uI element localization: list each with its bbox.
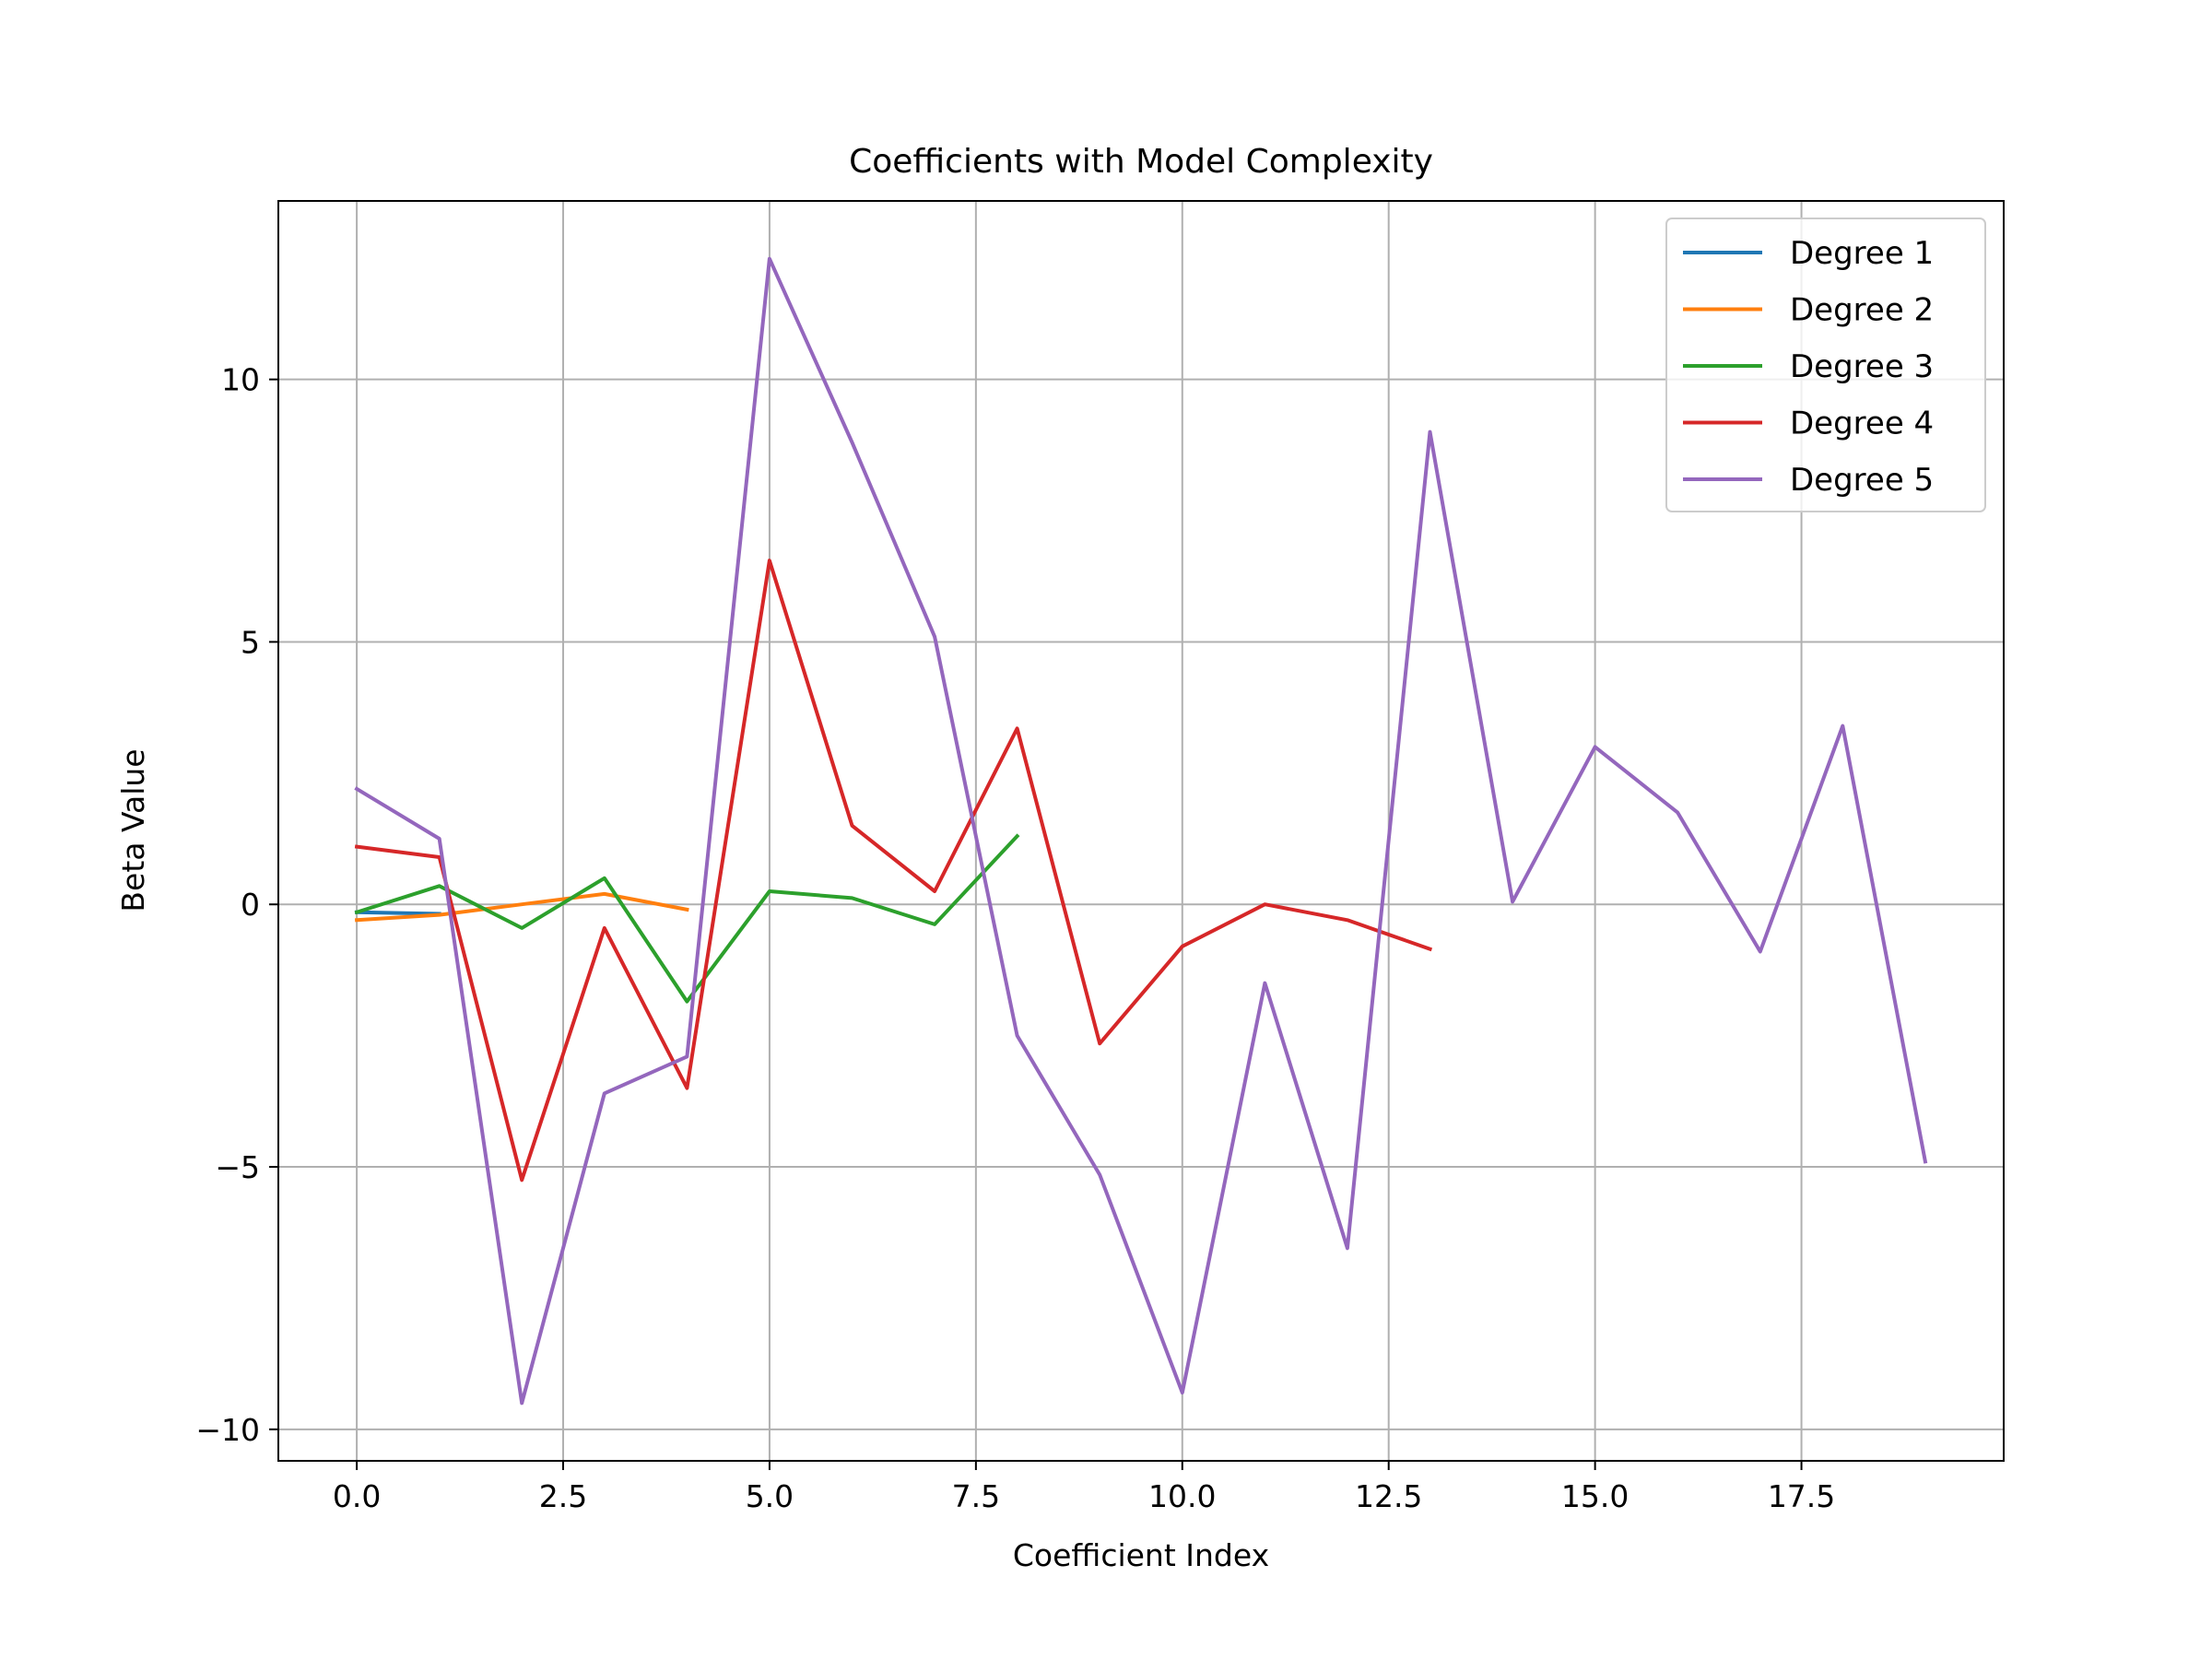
x-tick-label: 2.5 [539, 1478, 587, 1514]
axis-ticks: 0.0 2.5 5.0 7.5 10.0 12.5 15.0 17.5 −10 −5 0 5 10 [195, 362, 1835, 1514]
x-tick-label: 17.5 [1768, 1478, 1835, 1514]
chart-title: Coefficients with Model Complexity [849, 143, 1433, 181]
x-tick-label: 12.5 [1355, 1478, 1422, 1514]
y-tick-label: 10 [221, 362, 260, 398]
x-tick-label: 5.0 [746, 1478, 794, 1514]
series-line-5 [354, 256, 1928, 1406]
x-tick-label: 10.0 [1148, 1478, 1216, 1514]
legend-label-5: Degree 5 [1790, 462, 1934, 499]
legend-frame [1665, 218, 1986, 512]
legend: Degree 1 Degree 2 Degree 3 Degree 4 Degree 5 [1665, 218, 1986, 512]
plot-frame [277, 200, 2005, 1462]
series-lines [354, 256, 1928, 1406]
legend-items: Degree 1 Degree 2 Degree 3 Degree 4 Degree 5 [1683, 235, 1934, 499]
series-line-4 [354, 559, 1433, 1182]
legend-label-4: Degree 4 [1790, 406, 1934, 442]
y-tick-label: 5 [241, 624, 260, 660]
y-tick-label: −5 [215, 1149, 260, 1185]
x-tick-label: 7.5 [952, 1478, 1000, 1514]
y-tick-label: −10 [195, 1412, 260, 1448]
x-axis-label: Coefficient Index [1013, 1537, 1269, 1573]
series-line-1 [355, 910, 441, 916]
legend-label-1: Degree 1 [1790, 235, 1934, 272]
y-axis-label: Beta Value [115, 748, 151, 912]
x-tick-label: 0.0 [333, 1478, 381, 1514]
legend-label-3: Degree 3 [1790, 348, 1934, 385]
y-tick-label: 0 [241, 887, 260, 923]
legend-label-2: Degree 2 [1790, 292, 1934, 329]
series-line-3 [354, 833, 1020, 1004]
series-line-2 [354, 891, 689, 923]
x-tick-label: 15.0 [1561, 1478, 1629, 1514]
